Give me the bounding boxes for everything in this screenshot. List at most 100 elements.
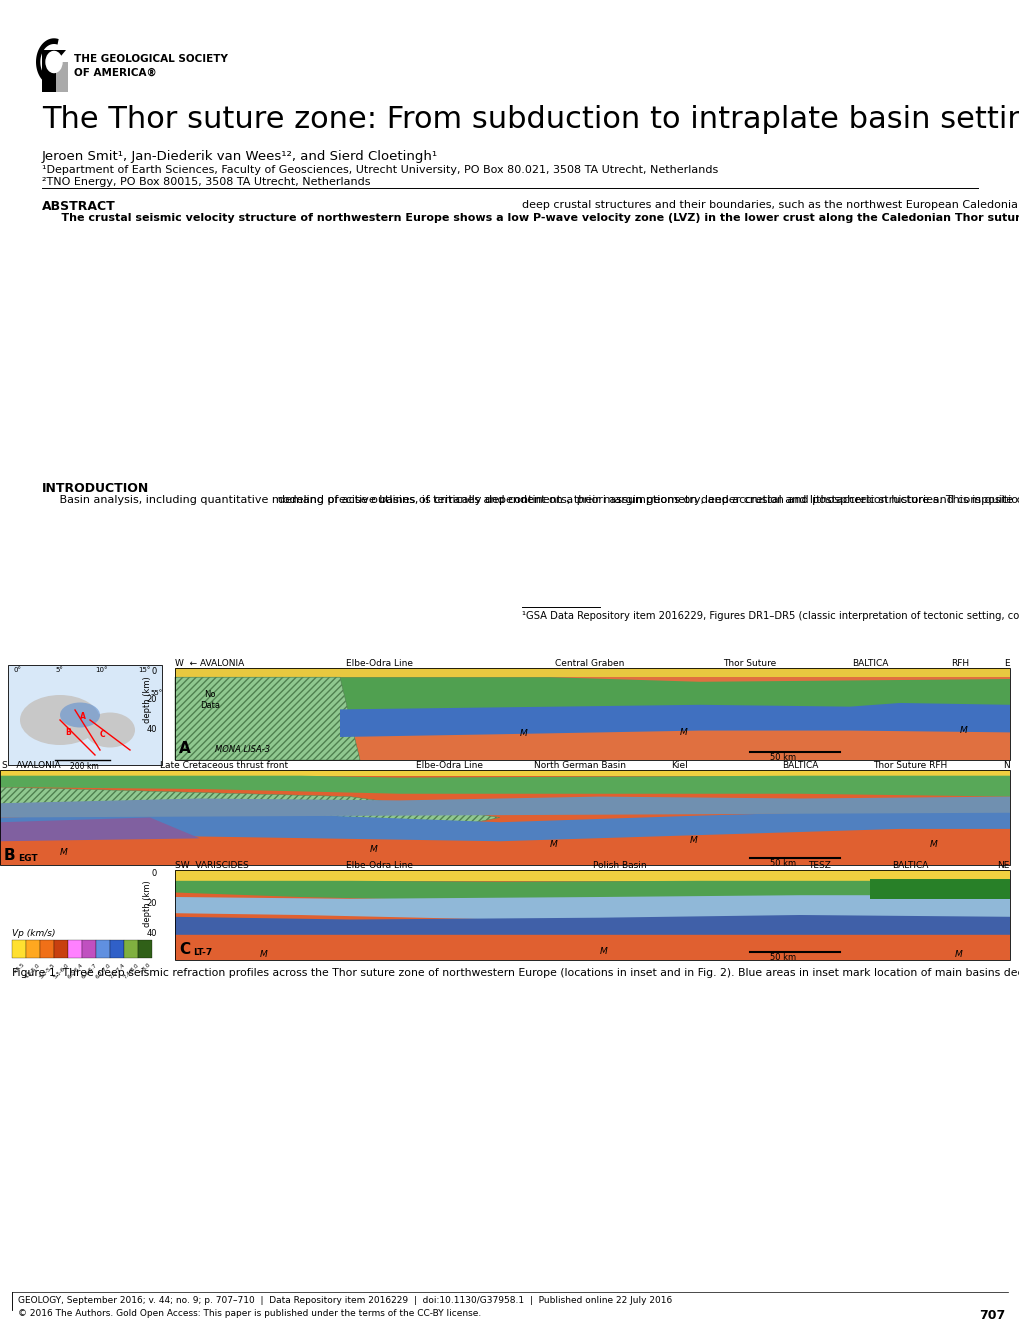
Text: The crustal seismic velocity structure of northwestern Europe shows a low P-wave: The crustal seismic velocity structure o… [42, 212, 1019, 223]
Text: ¹GSA Data Repository item 2016229, Figures DR1–DR5 (classic interpretation of te: ¹GSA Data Repository item 2016229, Figur… [522, 612, 1019, 621]
Text: 4.5-5.0: 4.5-5.0 [24, 962, 42, 980]
Text: N: N [1003, 761, 1009, 770]
Text: depth (km): depth (km) [144, 880, 153, 927]
Text: 5°: 5° [55, 667, 63, 673]
Bar [138, 939, 152, 958]
Polygon shape [869, 879, 1009, 899]
Bar [96, 939, 110, 958]
Text: 707: 707 [978, 1309, 1004, 1322]
Bar [8, 665, 162, 765]
Bar [175, 668, 1009, 759]
Text: 200 km: 200 km [70, 762, 99, 771]
Text: B: B [4, 848, 15, 863]
Text: 15°: 15° [138, 667, 150, 673]
Text: Central Graben: Central Graben [554, 659, 624, 668]
Text: demand precise outlines of terranes and continents, their margin geometry, and a: demand precise outlines of terranes and … [278, 495, 1019, 505]
Text: Polish Basin: Polish Basin [593, 862, 646, 870]
Text: M: M [959, 726, 967, 735]
Text: M: M [599, 948, 607, 956]
Text: deep crustal structures and their boundaries, such as the northwest European Cal: deep crustal structures and their bounda… [522, 200, 1019, 210]
Text: E: E [1004, 659, 1009, 668]
Bar [124, 939, 138, 958]
Text: The Thor suture zone: From subduction to intraplate basin setting: The Thor suture zone: From subduction to… [42, 105, 1019, 134]
Text: INTRODUCTION: INTRODUCTION [42, 482, 149, 495]
Circle shape [46, 51, 62, 73]
Text: Late Cretaceous thrust front: Late Cretaceous thrust front [160, 761, 287, 770]
Polygon shape [175, 677, 1009, 719]
Text: M: M [260, 950, 267, 960]
Text: BALTICA: BALTICA [851, 659, 888, 668]
Text: C: C [178, 942, 190, 957]
Text: NE: NE [997, 862, 1009, 870]
Text: TESZ: TESZ [808, 862, 830, 870]
Text: 0: 0 [152, 870, 157, 879]
Text: ABSTRACT: ABSTRACT [42, 200, 115, 212]
Text: THE GEOLOGICAL SOCIETY: THE GEOLOGICAL SOCIETY [74, 54, 227, 65]
Ellipse shape [60, 703, 100, 727]
Text: No
Data: No Data [200, 691, 220, 710]
Text: EGT: EGT [18, 853, 38, 863]
Text: BALTICA: BALTICA [781, 761, 817, 770]
Bar [54, 939, 68, 958]
Bar [175, 870, 1009, 960]
Text: Elbe-Odra Line: Elbe-Odra Line [346, 659, 413, 668]
Text: <4.5: <4.5 [12, 962, 25, 974]
Polygon shape [175, 677, 360, 759]
Polygon shape [0, 817, 200, 841]
Polygon shape [0, 797, 1009, 817]
Polygon shape [36, 38, 59, 86]
Text: A: A [178, 741, 191, 755]
Text: Elbe-Odra Line: Elbe-Odra Line [346, 862, 413, 870]
Text: Vp (km/s): Vp (km/s) [12, 929, 55, 938]
Bar [68, 939, 82, 958]
Text: Jeroen Smit¹, Jan-Diederik van Wees¹², and Sierd Cloetingh¹: Jeroen Smit¹, Jan-Diederik van Wees¹², a… [42, 151, 438, 163]
Text: 55°: 55° [150, 689, 162, 696]
Text: Kiel: Kiel [671, 761, 688, 770]
Polygon shape [42, 50, 66, 91]
Text: C: C [100, 730, 106, 739]
Text: MONA LISA-3: MONA LISA-3 [215, 745, 270, 754]
Bar [175, 870, 1009, 960]
Bar [175, 870, 1009, 880]
Bar [40, 939, 54, 958]
Ellipse shape [20, 695, 100, 745]
Text: 0: 0 [152, 668, 157, 676]
Text: M: M [929, 840, 936, 849]
Text: RFH: RFH [950, 659, 968, 668]
Text: B: B [65, 728, 70, 737]
Text: 50 km: 50 km [769, 953, 796, 962]
Text: LT-7: LT-7 [193, 948, 212, 957]
Bar [25, 939, 40, 958]
Text: M: M [689, 836, 697, 845]
Polygon shape [0, 808, 1009, 841]
Bar [12, 939, 25, 958]
Text: 7.0-7.4: 7.0-7.4 [108, 962, 125, 980]
Text: >8.0: >8.0 [139, 962, 152, 974]
Polygon shape [0, 775, 1009, 797]
Bar [110, 939, 124, 958]
Text: BALTICA: BALTICA [891, 862, 927, 870]
Text: 50 km: 50 km [769, 859, 796, 868]
Text: 20: 20 [147, 695, 157, 704]
Text: M: M [370, 845, 377, 853]
Bar [175, 668, 1009, 677]
Polygon shape [54, 62, 68, 91]
Polygon shape [175, 915, 1009, 935]
Bar [0, 770, 1009, 775]
Polygon shape [175, 879, 1009, 902]
Text: Figure 1. Three deep seismic refraction profiles across the Thor suture zone of : Figure 1. Three deep seismic refraction … [12, 968, 1019, 978]
Text: 0°: 0° [14, 667, 22, 673]
Text: North German Basin: North German Basin [534, 761, 626, 770]
Text: Elbe-Odra Line: Elbe-Odra Line [416, 761, 483, 770]
Text: W  ← AVALONIA: W ← AVALONIA [175, 659, 244, 668]
Polygon shape [339, 703, 1009, 737]
Text: 40: 40 [147, 930, 157, 938]
Text: © 2016 The Authors. Gold Open Access: This paper is published under the terms of: © 2016 The Authors. Gold Open Access: Th… [18, 1309, 481, 1318]
Text: Thor Suture: Thor Suture [722, 659, 775, 668]
Text: M: M [520, 728, 527, 738]
Ellipse shape [85, 712, 135, 747]
Text: 7.4-8.0: 7.4-8.0 [122, 962, 140, 980]
Polygon shape [0, 788, 499, 836]
Text: GEOLOGY, September 2016; v. 44; no. 9; p. 707–710  |  Data Repository item 20162: GEOLOGY, September 2016; v. 44; no. 9; p… [18, 1296, 672, 1305]
Text: ¹Department of Earth Sciences, Faculty of Geosciences, Utrecht University, PO Bo: ¹Department of Earth Sciences, Faculty o… [42, 165, 717, 175]
